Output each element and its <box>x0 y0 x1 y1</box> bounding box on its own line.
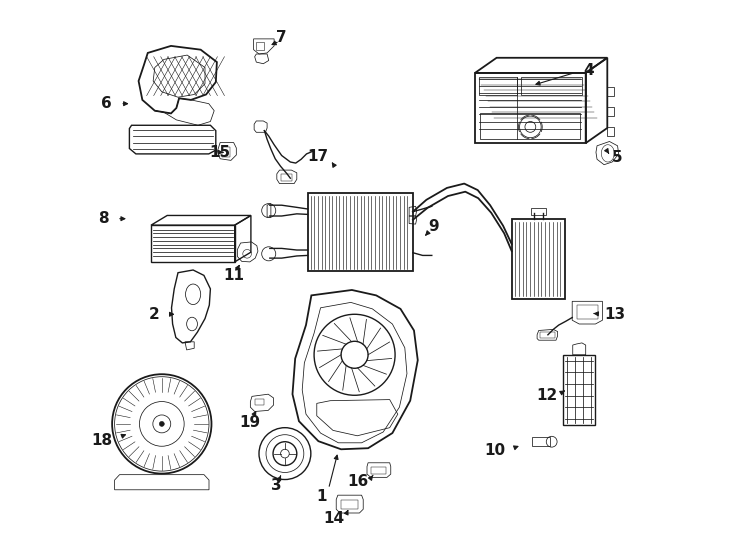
Text: 16: 16 <box>347 474 368 489</box>
Text: 14: 14 <box>323 511 344 526</box>
Circle shape <box>159 421 164 427</box>
Text: 4: 4 <box>583 63 594 78</box>
Text: 8: 8 <box>98 211 109 226</box>
Text: 7: 7 <box>277 30 287 45</box>
Text: 17: 17 <box>307 149 328 164</box>
Text: 11: 11 <box>223 268 244 283</box>
Text: 6: 6 <box>101 96 112 111</box>
Text: 3: 3 <box>271 478 282 494</box>
Text: 18: 18 <box>91 433 112 448</box>
Bar <box>255 42 264 50</box>
Text: 12: 12 <box>536 388 557 403</box>
Bar <box>255 399 264 405</box>
Bar <box>531 208 546 215</box>
Bar <box>563 355 595 425</box>
Bar <box>539 332 555 338</box>
Text: 10: 10 <box>484 443 506 458</box>
Text: 19: 19 <box>239 415 261 430</box>
Bar <box>341 500 358 509</box>
Text: 15: 15 <box>210 145 231 160</box>
Text: 5: 5 <box>611 150 622 165</box>
Bar <box>479 77 517 94</box>
Text: 2: 2 <box>148 307 159 322</box>
Text: 13: 13 <box>605 307 625 322</box>
Bar <box>521 77 582 94</box>
Text: 1: 1 <box>316 489 327 504</box>
Bar <box>222 147 230 157</box>
Bar <box>371 467 386 474</box>
Text: 9: 9 <box>428 219 439 234</box>
Bar <box>280 174 292 181</box>
Bar <box>576 305 598 319</box>
